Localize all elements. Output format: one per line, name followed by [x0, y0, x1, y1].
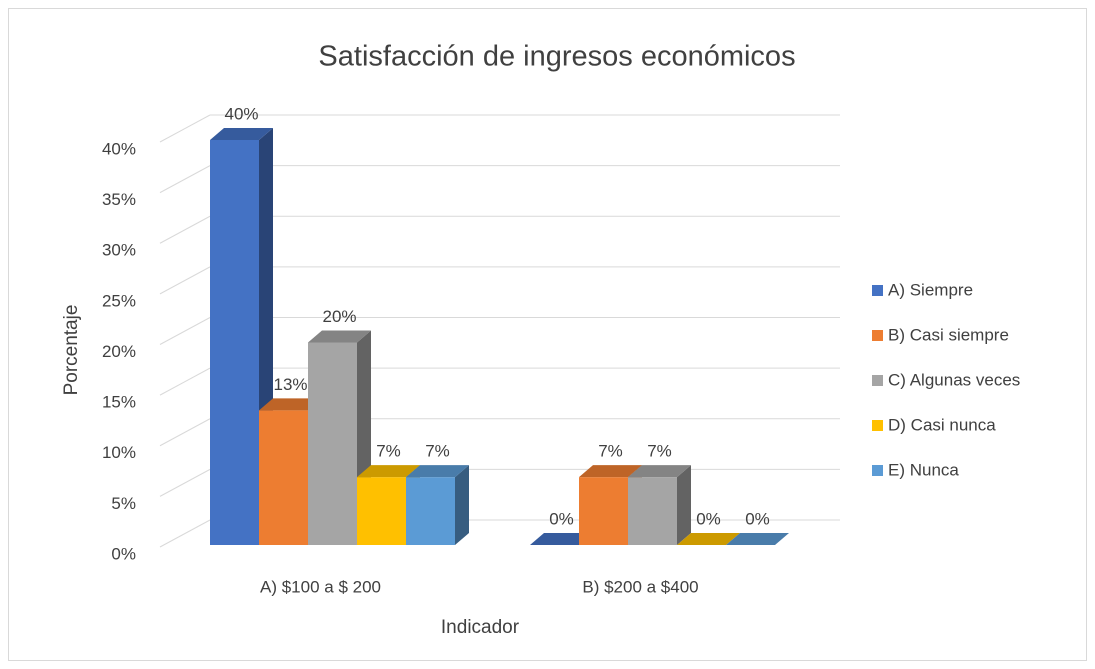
y-tick-label: 0% [111, 544, 136, 563]
bar-side [677, 465, 691, 545]
legend-label: D) Casi nunca [888, 415, 996, 434]
y-tick-label: 40% [102, 139, 136, 158]
legend-label: E) Nunca [888, 460, 959, 479]
y-axis-label: Porcentaje [61, 305, 82, 396]
legend-swatch [872, 330, 883, 341]
grid-line [159, 114, 211, 143]
grid-line [159, 418, 211, 447]
data-label: 7% [376, 442, 401, 461]
y-tick-label: 5% [111, 494, 136, 513]
grid-line [159, 367, 211, 396]
legend-label: B) Casi siempre [888, 325, 1009, 344]
bar-top [210, 128, 273, 140]
legend-swatch [872, 375, 883, 386]
grid-line [159, 519, 211, 548]
x-axis-label: Indicador [441, 617, 520, 638]
y-tick-label: 20% [102, 342, 136, 361]
bar-top [308, 330, 371, 343]
chart-title: Satisfacción de ingresos económicos [318, 41, 795, 73]
y-tick-label: 10% [102, 443, 136, 462]
bar-top [677, 533, 740, 545]
y-tick-label: 30% [102, 241, 136, 260]
data-label: 40% [224, 104, 258, 123]
data-label: 0% [696, 509, 721, 528]
bar-top [726, 533, 789, 545]
bar [357, 477, 406, 545]
x-tick-label: A) $100 a $ 200 [260, 577, 381, 596]
legend-label: A) Siempre [888, 280, 973, 299]
data-label: 0% [549, 509, 574, 528]
data-label: 0% [745, 509, 770, 528]
data-label: 7% [647, 442, 672, 461]
data-label: 7% [598, 442, 623, 461]
bar [259, 410, 308, 545]
grid-line [159, 215, 211, 244]
y-tick-label: 25% [102, 291, 136, 310]
bar-top [579, 465, 642, 478]
grid-line [159, 468, 211, 497]
bar [406, 477, 455, 545]
grid-line [159, 317, 211, 345]
bar-side [455, 465, 469, 545]
data-label: 20% [322, 307, 356, 326]
bar [210, 140, 259, 545]
chart-border [8, 8, 1087, 661]
legend-swatch [872, 420, 883, 431]
bar-top [406, 465, 469, 478]
grid-line [159, 266, 211, 295]
y-tick-label: 35% [102, 190, 136, 209]
bar-top [357, 465, 420, 478]
bar [579, 477, 628, 545]
legend-swatch [872, 285, 883, 296]
x-tick-label: B) $200 a $400 [582, 577, 698, 596]
legend-swatch [872, 465, 883, 476]
bar [308, 342, 357, 545]
data-label: 13% [273, 375, 307, 394]
bar-top [628, 465, 691, 478]
legend-label: C) Algunas veces [888, 370, 1020, 389]
data-label: 7% [425, 442, 450, 461]
grid-line [159, 165, 211, 194]
bar [628, 477, 677, 545]
y-tick-label: 15% [102, 393, 136, 412]
bar-top [530, 533, 593, 545]
bar-top [259, 398, 322, 411]
